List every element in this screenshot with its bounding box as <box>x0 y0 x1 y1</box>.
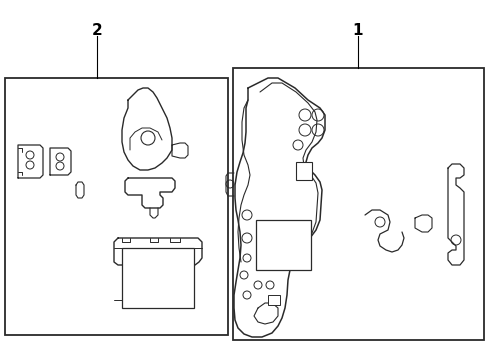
Bar <box>295 162 311 180</box>
Bar <box>267 295 280 305</box>
Text: 1: 1 <box>352 23 363 37</box>
Bar <box>232 68 483 340</box>
Text: 2: 2 <box>91 23 102 37</box>
Bar <box>256 220 310 270</box>
Bar <box>122 248 194 308</box>
Bar <box>5 78 227 335</box>
